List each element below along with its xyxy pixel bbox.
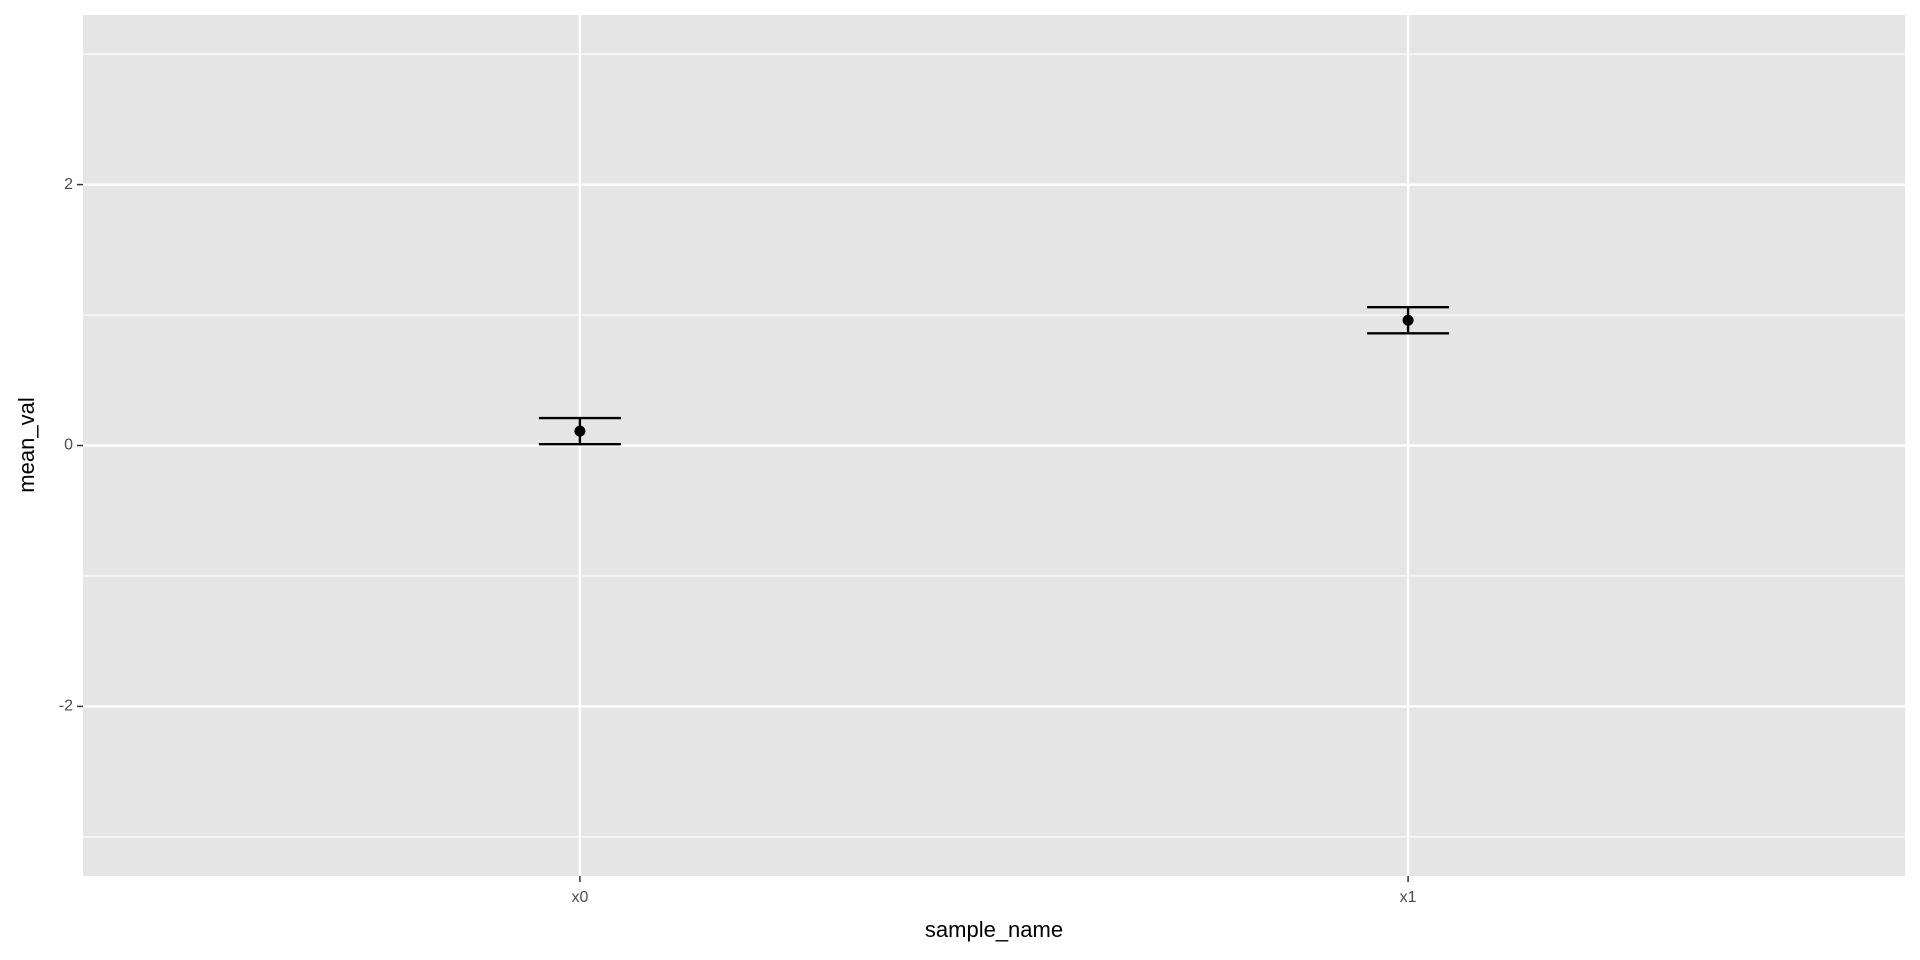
point (1402, 314, 1414, 326)
y-tick-label: 2 (64, 176, 73, 193)
y-tick-label: -2 (59, 698, 73, 715)
y-axis-title: mean_val (14, 397, 39, 492)
point (574, 425, 586, 437)
y-tick-label: 0 (64, 437, 73, 454)
x-tick-label: x1 (1400, 889, 1417, 906)
x-tick-label: x0 (571, 889, 588, 906)
x-axis-title: sample_name (925, 917, 1063, 942)
